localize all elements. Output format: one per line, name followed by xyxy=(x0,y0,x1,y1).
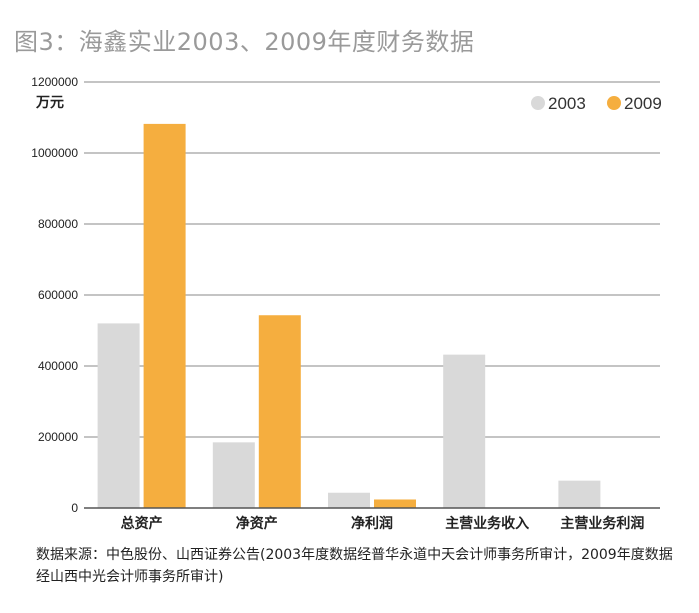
y-tick-label: 1200000 xyxy=(31,75,78,89)
chart-title: 图3：海鑫实业2003、2009年度财务数据 xyxy=(14,28,475,56)
y-tick-label: 400000 xyxy=(38,359,78,373)
bar-2009-0 xyxy=(143,123,186,508)
bar-2003-4 xyxy=(558,480,601,508)
x-category-label: 主营业务利润 xyxy=(560,515,644,532)
bar-2003-3 xyxy=(443,354,486,508)
x-category-label: 总资产 xyxy=(121,515,163,532)
x-category-label: 净利润 xyxy=(351,515,393,532)
x-category-label: 主营业务收入 xyxy=(445,515,529,532)
y-tick-label: 600000 xyxy=(38,288,78,302)
x-axis-categories: 总资产 净资产 净利润 主营业务收入 主营业务利润 xyxy=(121,515,645,532)
legend-swatch-2003 xyxy=(531,96,545,110)
legend: 2003 2009 xyxy=(531,94,662,113)
bars xyxy=(97,123,601,508)
y-axis-ticks: 0 200000 400000 600000 800000 1000000 1200000 xyxy=(31,75,78,515)
source-note: 数据来源：中色股份、山西证券公告(2003年度数据经普华永道中天会计师事务所审计… xyxy=(36,547,673,585)
bar-2003-2 xyxy=(328,492,370,508)
y-axis-unit: 万元 xyxy=(35,95,64,111)
y-tick-label: 0 xyxy=(71,501,78,515)
y-tick-label: 800000 xyxy=(38,217,78,231)
legend-label-2009: 2009 xyxy=(624,94,662,113)
bar-2009-1 xyxy=(258,315,301,508)
y-tick-label: 200000 xyxy=(38,430,78,444)
bar-2009-2 xyxy=(374,499,416,508)
x-category-label: 净资产 xyxy=(236,515,278,532)
bar-2003-1 xyxy=(212,442,255,508)
bar-2003-0 xyxy=(97,323,140,508)
y-tick-label: 1000000 xyxy=(31,146,78,160)
legend-swatch-2009 xyxy=(607,96,621,110)
legend-label-2003: 2003 xyxy=(548,94,586,113)
